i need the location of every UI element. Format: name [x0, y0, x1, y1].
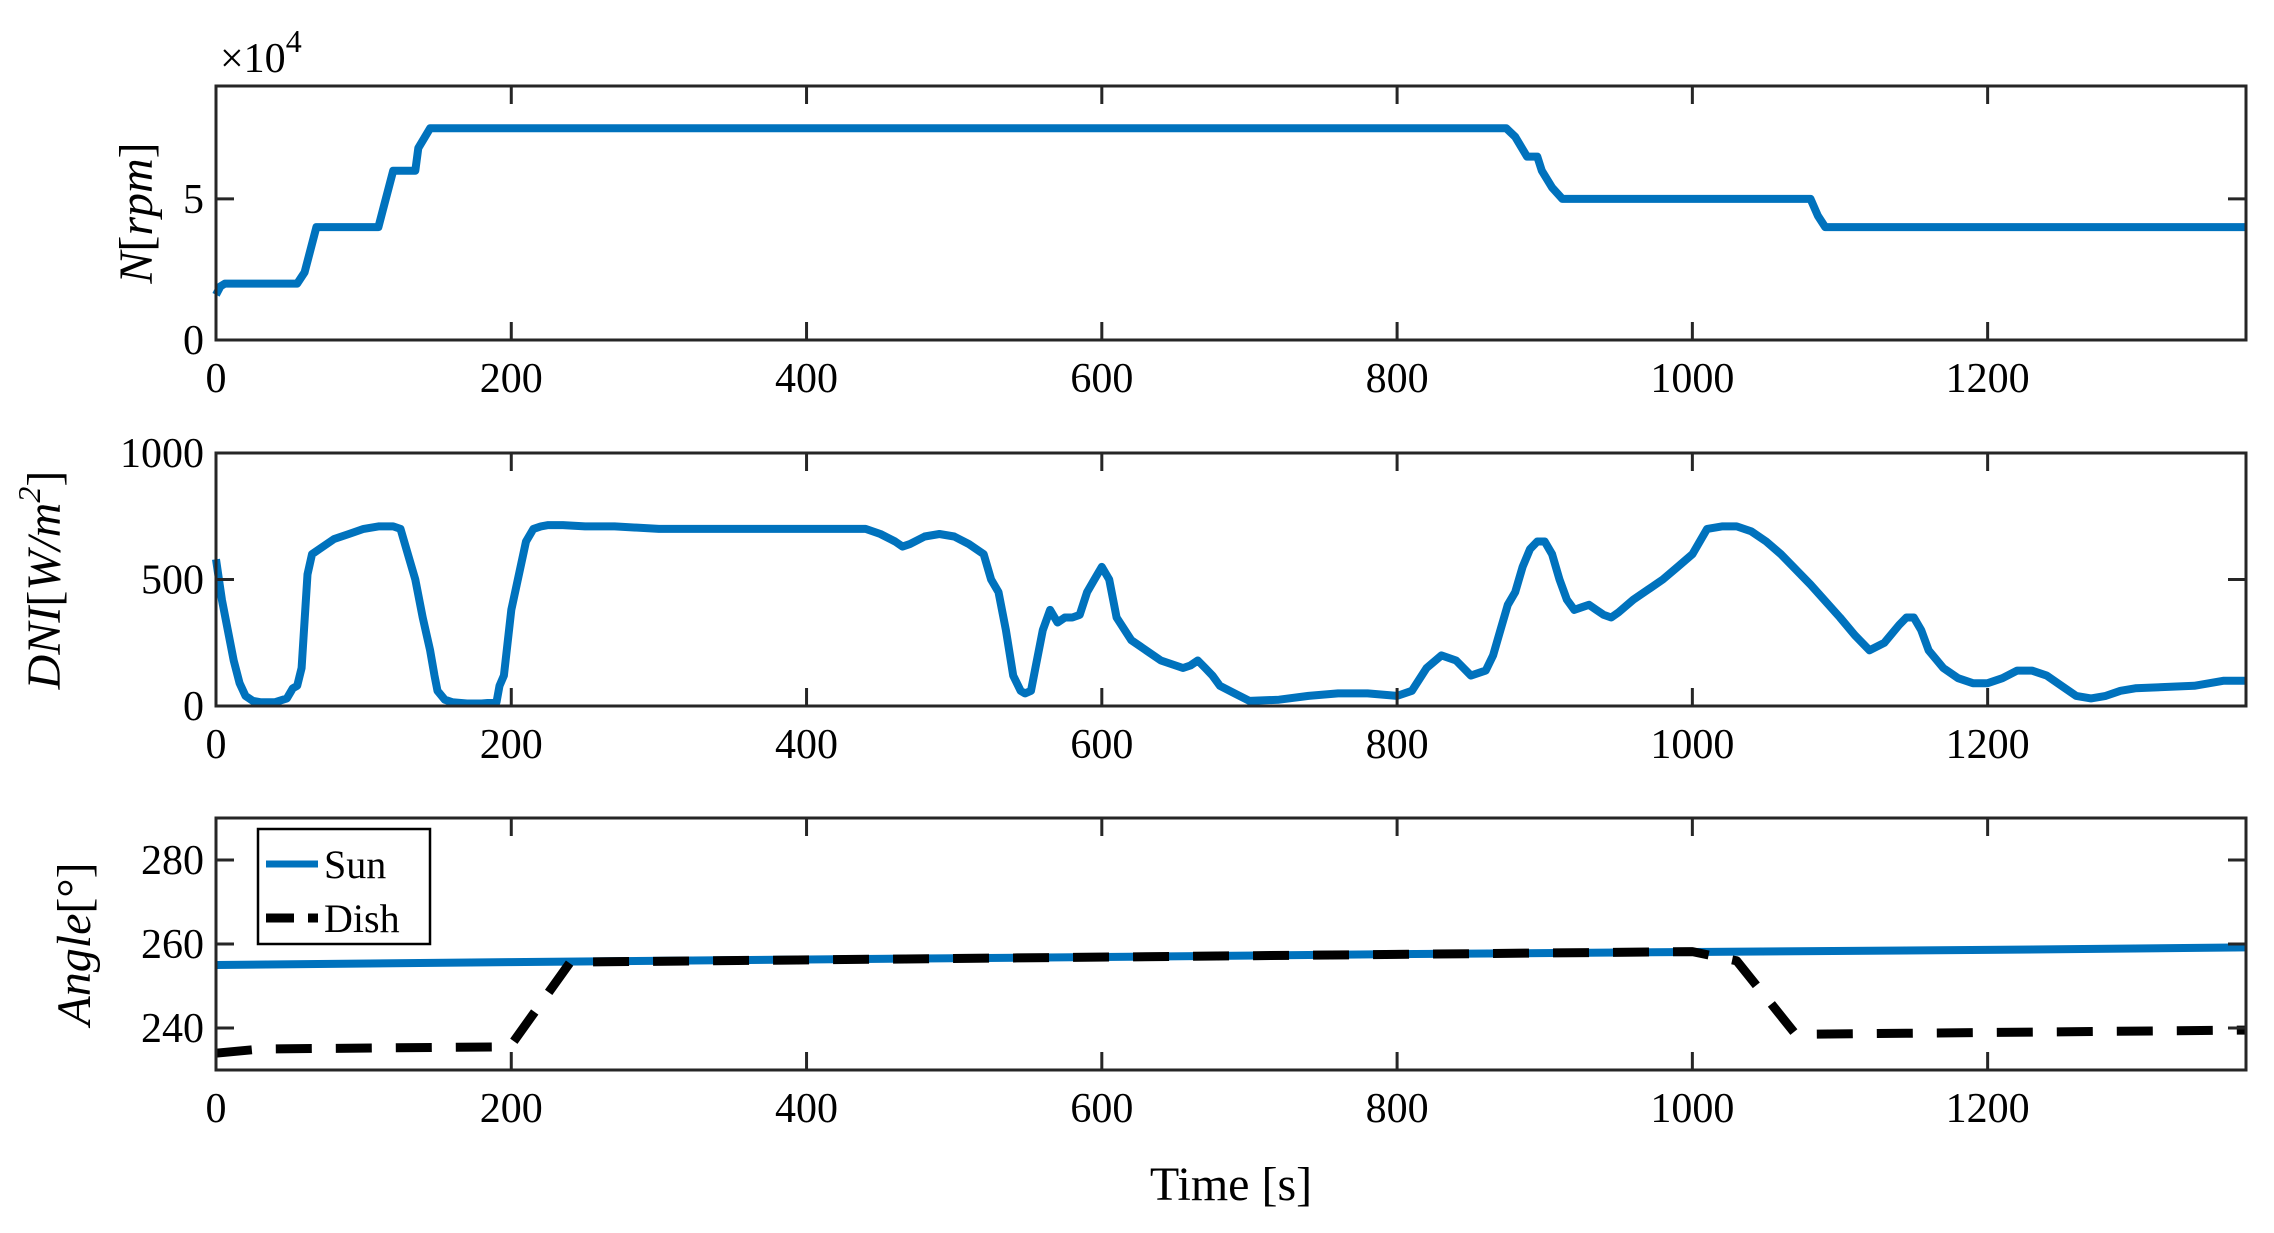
panel-rpm-ylabel: N[rpm] [110, 142, 163, 284]
y-tick-label: 240 [141, 1006, 204, 1052]
series-line-dni-0 [212, 521, 2246, 708]
panel-dni: 0 200 400 600 800 1000 1200 0 500 1000 DNI[W/m2] [11, 431, 2248, 768]
x-tick-label: 200 [480, 722, 543, 768]
panel-angle-ylabel: Angle[°] [48, 862, 101, 1028]
legend-label-dish: Dish [324, 896, 400, 941]
series-line-angle-1 [215, 947, 2247, 1058]
x-tick-label: 400 [775, 356, 838, 402]
x-tick-label: 1000 [1650, 356, 1734, 402]
x-tick-label: 800 [1366, 356, 1429, 402]
x-tick-label: 0 [206, 356, 227, 402]
series-line-rpm-0 [212, 124, 2246, 297]
legend-box [256, 827, 432, 946]
x-tick-label: 600 [1070, 356, 1133, 402]
panel-dni-plot [212, 521, 2246, 708]
x-tick-label: 1000 [1650, 722, 1734, 768]
panel-angle-plot [215, 943, 2247, 1058]
legend-label-sun: Sun [324, 842, 386, 887]
panel-rpm-axes-frame [214, 84, 2248, 342]
panel-dni-ticks: 0 200 400 600 800 1000 1200 0 500 1000 [120, 431, 2246, 768]
y-tick-label: 260 [141, 922, 204, 968]
y-tick-label: 280 [141, 838, 204, 884]
panel-rpm-plot [212, 124, 2246, 297]
x-tick-label: 1200 [1946, 356, 2030, 402]
panel-angle-axes-frame [214, 816, 2248, 1072]
y-tick-label: 1000 [120, 431, 204, 477]
x-tick-label: 400 [775, 1086, 838, 1132]
x-tick-label: 1200 [1946, 1086, 2030, 1132]
x-tick-label: 800 [1366, 722, 1429, 768]
x-tick-label: 1200 [1946, 722, 2030, 768]
x-tick-label: 600 [1070, 722, 1133, 768]
panel-dni-axes-frame [214, 451, 2248, 708]
panel-angle-xlabel: Time [s] [1150, 1158, 1312, 1211]
x-tick-label: 400 [775, 722, 838, 768]
x-tick-label: 600 [1070, 1086, 1133, 1132]
y-tick-label: 5 [183, 177, 204, 223]
x-tick-label: 0 [206, 722, 227, 768]
legend: Sun Dish [256, 827, 432, 946]
x-tick-label: 800 [1366, 1086, 1429, 1132]
panel-rpm: 0 200 400 600 800 1000 1200 0 5 ×104 N[rpm] [110, 23, 2248, 402]
x-tick-label: 200 [480, 356, 543, 402]
y-tick-label: 0 [183, 684, 204, 730]
y-tick-label: 0 [183, 318, 204, 364]
panel-rpm-ticks: 0 200 400 600 800 1000 1200 0 5 [183, 86, 2246, 402]
y-tick-label: 500 [141, 558, 204, 604]
x-tick-label: 1000 [1650, 1086, 1734, 1132]
x-tick-label: 0 [206, 1086, 227, 1132]
panel-dni-ylabel: DNI[W/m2] [11, 471, 71, 691]
series-line-angle-0 [215, 943, 2247, 969]
panel-rpm-multiplier: ×104 [220, 23, 302, 82]
x-tick-label: 200 [480, 1086, 543, 1132]
